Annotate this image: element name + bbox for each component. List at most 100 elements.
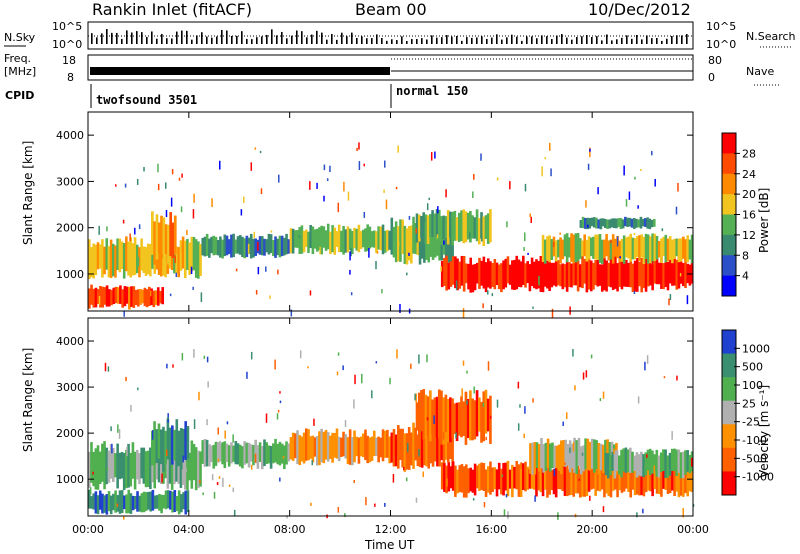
heatmap-cell xyxy=(107,491,111,512)
heatmap-cell xyxy=(546,463,549,498)
heatmap-cell xyxy=(342,226,345,255)
heatmap-cell xyxy=(133,237,137,275)
heatmap-speckle xyxy=(375,361,378,364)
heatmap-cell xyxy=(651,467,654,497)
heatmap-cell xyxy=(399,219,402,262)
heatmap-cell xyxy=(329,231,332,255)
nsky-bar xyxy=(466,37,468,44)
nsky-bar xyxy=(496,34,498,44)
heatmap-speckle xyxy=(180,206,183,213)
heatmap-speckle xyxy=(677,182,679,192)
nsky-bar xyxy=(626,35,628,44)
heatmap-cell xyxy=(646,234,650,264)
nsky-bar xyxy=(666,38,668,44)
heatmap-cell xyxy=(690,464,694,493)
heatmap-cell xyxy=(565,233,569,263)
heatmap-cell xyxy=(142,491,146,513)
heatmap-speckle xyxy=(206,356,209,363)
heatmap-speckle xyxy=(405,477,408,482)
heatmap-cell xyxy=(484,262,488,293)
heatmap-cell xyxy=(662,462,665,489)
heatmap-speckle xyxy=(426,417,429,421)
heatmap-cell xyxy=(208,444,211,467)
heatmap-cell xyxy=(662,263,665,290)
heatmap-cell xyxy=(359,436,363,457)
heatmap-cell xyxy=(355,228,359,251)
heatmap-cell xyxy=(515,460,519,490)
heatmap-speckle xyxy=(515,263,518,270)
heatmap-speckle xyxy=(265,413,268,423)
heatmap-cell xyxy=(571,443,574,468)
heatmap-speckle xyxy=(410,363,412,369)
heatmap-speckle xyxy=(430,152,433,161)
heatmap-speckle xyxy=(553,242,555,247)
heatmap-speckle xyxy=(433,415,435,424)
heatmap-cell xyxy=(298,435,302,466)
heatmap-cell xyxy=(265,442,269,464)
heatmap-speckle xyxy=(125,376,127,382)
nsky-bar xyxy=(681,35,683,44)
heatmap-cell xyxy=(326,432,330,462)
heatmap-cell xyxy=(340,230,343,253)
heatmap-cell xyxy=(335,231,339,247)
heatmap-cell xyxy=(565,462,569,497)
heatmap-cell xyxy=(565,260,569,292)
heatmap-speckle xyxy=(551,308,554,319)
heatmap-cell xyxy=(298,227,302,254)
heatmap-cell xyxy=(455,217,459,241)
heatmap-cell xyxy=(539,255,543,292)
heatmap-cell xyxy=(128,286,131,310)
heatmap-cell xyxy=(177,247,181,278)
heatmap-speckle xyxy=(384,160,386,168)
heatmap-cell xyxy=(184,490,188,515)
x-tick-label: 08:00 xyxy=(274,523,306,536)
nsky-bar xyxy=(206,36,208,44)
nsky-bar xyxy=(226,30,228,44)
heatmap-cell xyxy=(405,228,409,265)
heatmap-speckle xyxy=(636,512,638,518)
heatmap-cell xyxy=(190,236,194,272)
heatmap-cell xyxy=(390,217,394,255)
heatmap-cell xyxy=(101,286,104,308)
heatmap-speckle xyxy=(582,372,585,380)
heatmap-cell xyxy=(646,263,650,287)
heatmap-cell xyxy=(390,432,394,463)
nsky-bar xyxy=(546,36,548,44)
heatmap-cell xyxy=(576,233,580,262)
heatmap-cell xyxy=(149,491,152,512)
heatmap-cell xyxy=(99,286,102,308)
heatmap-speckle xyxy=(481,234,483,242)
heatmap-cell xyxy=(639,216,643,229)
heatmap-speckle xyxy=(523,433,525,439)
nsky-bar xyxy=(156,38,158,44)
heatmap-cell xyxy=(449,466,453,489)
heatmap-cell xyxy=(96,289,100,304)
heatmap-cell xyxy=(192,443,196,481)
nsky-bar xyxy=(306,37,308,44)
heatmap-cell xyxy=(129,493,133,514)
nsky-bar xyxy=(91,33,93,44)
nsky-bar xyxy=(276,35,278,44)
heatmap-cell xyxy=(227,445,231,467)
heatmap-speckle xyxy=(519,404,521,408)
heatmap-speckle xyxy=(350,248,352,257)
heatmap-cell xyxy=(183,446,187,490)
heatmap-speckle xyxy=(311,460,313,466)
heatmap-speckle xyxy=(462,360,465,366)
heatmap-cell xyxy=(603,461,606,498)
heatmap-cell xyxy=(621,219,625,229)
heatmap-cell xyxy=(554,462,558,498)
heatmap-cell xyxy=(469,210,472,243)
heatmap-cell xyxy=(149,447,152,490)
heatmap-cell xyxy=(440,216,443,245)
heatmap-cell xyxy=(168,427,172,460)
heatmap-cell xyxy=(633,455,637,471)
heatmap-cell xyxy=(564,439,568,467)
y-tick-label: 4000 xyxy=(56,129,84,142)
heatmap-cell xyxy=(637,219,641,228)
heatmap-cell xyxy=(630,218,634,228)
heatmap-cell xyxy=(435,208,439,237)
heatmap-cell xyxy=(300,436,304,462)
heatmap-cell xyxy=(96,242,100,270)
heatmap-speckle xyxy=(98,225,100,235)
